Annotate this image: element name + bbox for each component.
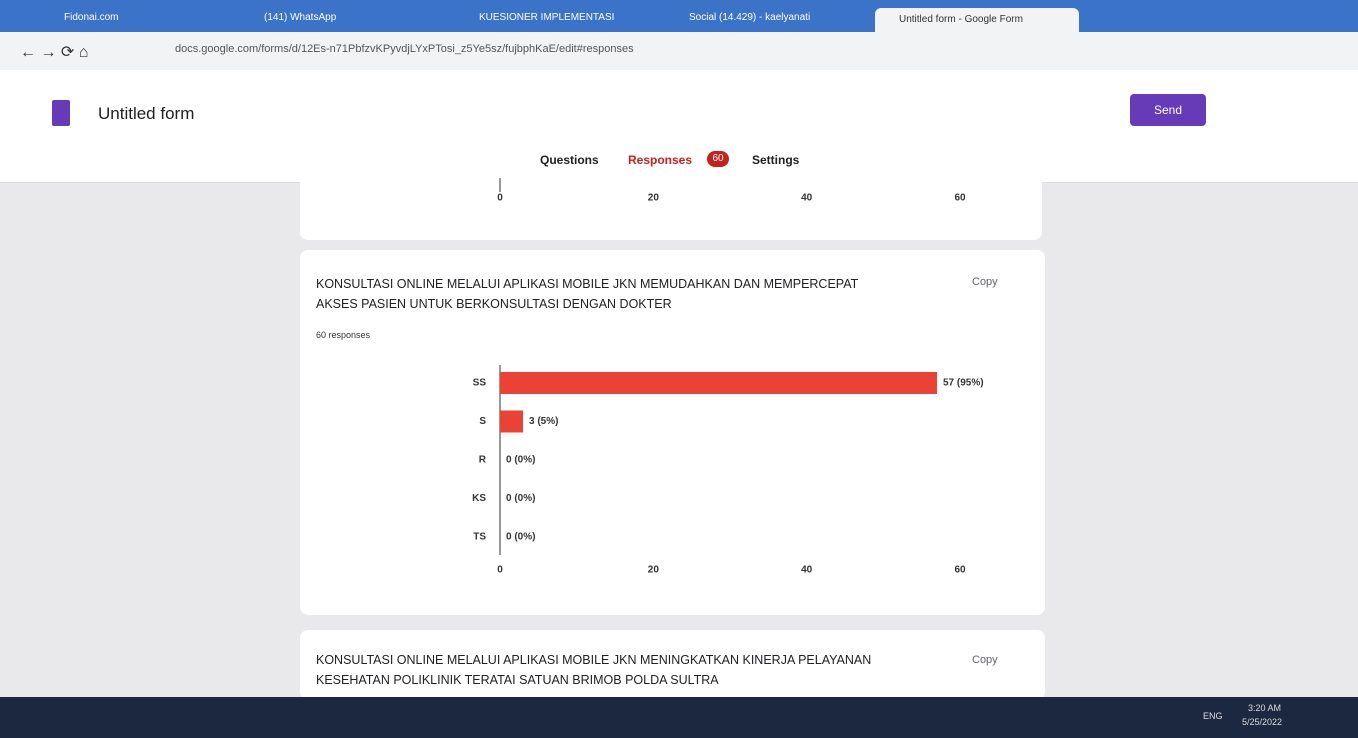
previous-axis: 0 20 40 60 (300, 170, 1042, 240)
x-tick-label: 0 (497, 193, 503, 204)
category-label: KS (472, 493, 486, 504)
category-label: TS (473, 532, 486, 543)
next-card: KONSULTASI ONLINE MELALUI APLIKASI MOBIL… (300, 630, 1045, 700)
bar (500, 411, 523, 433)
form-title: Untitled form (98, 104, 194, 124)
value-label: 57 (95%) (943, 378, 984, 389)
category-label: R (479, 455, 487, 466)
bar (500, 372, 937, 394)
value-label: 0 (0%) (506, 455, 535, 466)
x-tick-label: 20 (648, 193, 660, 204)
previous-card: 0 20 40 60 (300, 170, 1042, 240)
question-title: KONSULTASI ONLINE MELALUI APLIKASI MOBIL… (316, 650, 876, 690)
tab-active[interactable]: Untitled form - Google Form (875, 8, 1079, 32)
question-card: KONSULTASI ONLINE MELALUI APLIKASI MOBIL… (300, 250, 1045, 615)
nav-responses[interactable]: Responses (628, 153, 692, 167)
value-label: 0 (0%) (506, 493, 535, 504)
language: ENG (1203, 711, 1223, 721)
x-tick-label: 40 (801, 565, 813, 576)
response-badge: 60 (707, 151, 729, 167)
x-tick-label: 20 (648, 565, 660, 576)
nav-buttons[interactable]: ← → ⟳ ⌂ (20, 42, 88, 62)
category-label: S (479, 416, 486, 427)
forms-icon (52, 100, 70, 126)
clock-date: 5/25/2022 (1242, 717, 1282, 727)
send-button[interactable]: Send (1130, 94, 1206, 126)
nav-questions[interactable]: Questions (540, 153, 599, 167)
form-header: Untitled form Send Questions Responses 6… (0, 70, 1358, 183)
x-tick-label: 40 (801, 193, 813, 204)
copy-button[interactable]: Copy (972, 654, 998, 666)
x-tick-label: 60 (954, 565, 966, 576)
tab[interactable]: (141) WhatsApp (240, 6, 434, 30)
value-label: 3 (5%) (529, 416, 558, 427)
category-label: SS (473, 378, 487, 389)
url[interactable]: docs.google.com/forms/d/12Es-n71PbfzvKPy… (175, 43, 634, 55)
nav-settings[interactable]: Settings (752, 153, 799, 167)
bar-chart: 0 20 40 60 SS 57 (95%) S 3 (5%) R 0 (0%) KS 0 (0%) T… (300, 250, 1045, 615)
tab-strip: Fidonai.com (141) WhatsApp KUESIONER IMP… (0, 0, 1358, 32)
x-tick-label: 60 (954, 193, 966, 204)
taskbar: ENG 3:20 AM 5/25/2022 (0, 697, 1358, 738)
address-bar: ← → ⟳ ⌂ docs.google.com/forms/d/12Es-n71… (0, 32, 1358, 70)
page: Fidonai.com (141) WhatsApp KUESIONER IMP… (0, 0, 1358, 738)
tab[interactable]: KUESIONER IMPLEMENTASI (455, 6, 649, 30)
tab[interactable]: Fidonai.com (40, 6, 234, 30)
x-tick-label: 0 (497, 565, 503, 576)
value-label: 0 (0%) (506, 532, 535, 543)
clock-time: 3:20 AM (1248, 703, 1281, 713)
tab[interactable]: Social (14.429) - kaelyanati (665, 6, 859, 30)
